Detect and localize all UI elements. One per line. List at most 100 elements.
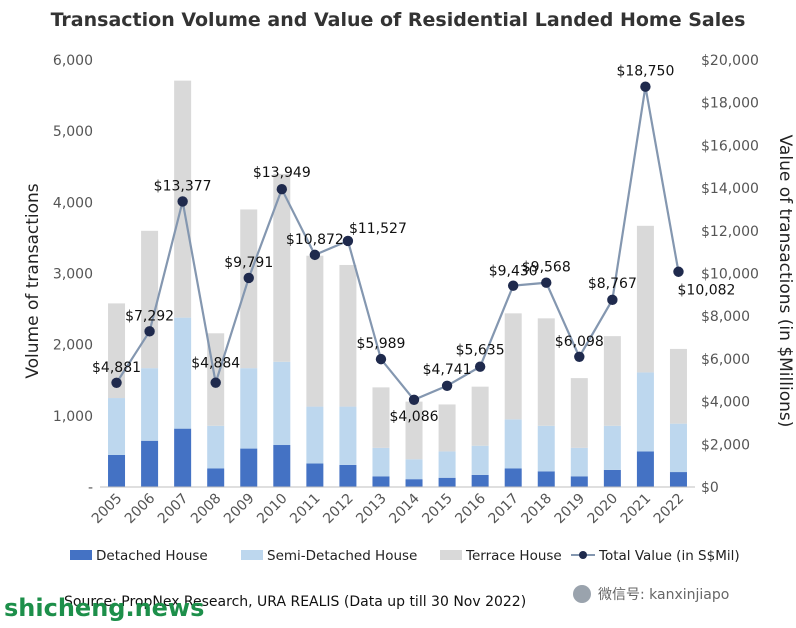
total-value-label: $7,292 (125, 308, 174, 324)
right-tick-label: $0 (701, 480, 719, 496)
wechat-icon (573, 585, 591, 603)
bar-terrace-house2010 (273, 173, 291, 362)
bar-terrace-house2022 (669, 348, 687, 424)
x-tick-label: 2014 (386, 490, 423, 527)
bar-semi-detached-house2005 (108, 398, 126, 455)
total-value-line (115, 86, 680, 402)
legend-marker (579, 551, 587, 559)
total-value-label: $6,098 (555, 334, 604, 350)
bar-detached-house2012 (339, 464, 357, 487)
x-tick-label: 2017 (486, 491, 523, 528)
total-value-point (276, 183, 288, 195)
x-tick-label: 2012 (320, 491, 357, 528)
right-tick-label: $10,000 (701, 267, 759, 283)
right-tick-label: $12,000 (701, 224, 759, 240)
bar-terrace-house2013 (372, 387, 390, 448)
bar-detached-house2008 (207, 468, 225, 487)
total-value-label: $4,086 (390, 409, 439, 425)
right-tick-label: $6,000 (701, 352, 750, 368)
total-value-point (177, 196, 188, 207)
bar-semi-detached-house2008 (207, 425, 225, 469)
bar-terrace-house2009 (240, 209, 258, 369)
total-value-point (474, 361, 486, 372)
bar-terrace-house2018 (537, 318, 555, 426)
total-value-point (144, 326, 155, 337)
bar-detached-house2016 (471, 474, 489, 487)
total-value-point (342, 235, 354, 247)
bar-detached-house2006 (141, 440, 159, 487)
watermark-site-text: shicheng.news (4, 594, 204, 622)
bar-detached-house2013 (372, 476, 390, 487)
x-tick-label: 2019 (552, 491, 589, 528)
total-value-line-group: $4,881 $7,292 $13,377 $4,884 $9,791 $13,949 $1… (92, 64, 735, 425)
total-value-label: $5,635 (456, 343, 505, 359)
total-value-point (210, 377, 221, 388)
bar-semi-detached-house2020 (603, 425, 621, 470)
bar-detached-house2020 (603, 469, 621, 487)
left-tick-label: 4,000 (53, 195, 93, 211)
bar-semi-detached-house2022 (669, 423, 687, 473)
total-value-label: $13,949 (253, 165, 311, 181)
right-axis-label: Value of transactions (in $Millions) (775, 135, 795, 428)
total-value-label: $10,872 (286, 232, 344, 248)
total-value-label: $18,750 (616, 64, 674, 80)
x-tick-label: 2008 (188, 491, 225, 528)
bar-detached-house2022 (669, 472, 687, 487)
x-tick-label: 2021 (618, 491, 655, 528)
total-value-point (309, 249, 321, 261)
bar-detached-house2011 (306, 463, 324, 487)
bar-terrace-house2006 (141, 230, 159, 369)
total-value-point (441, 380, 453, 391)
total-value-label: $4,741 (423, 362, 472, 378)
x-tick-label: 2006 (122, 490, 159, 527)
bar-terrace-house2011 (306, 255, 324, 407)
total-value-label: $4,881 (92, 360, 141, 376)
total-value-label: $9,430 (489, 264, 538, 280)
total-value-label: $9,791 (224, 255, 273, 271)
bar-semi-detached-house2011 (306, 406, 324, 464)
bar-terrace-house2012 (339, 264, 357, 407)
bar-semi-detached-house2018 (537, 425, 555, 472)
right-tick-label: $20,000 (701, 53, 759, 69)
source-note: Source: PropNex Research, URA REALIS (Da… (64, 594, 526, 610)
total-value-point (607, 294, 618, 306)
bar-semi-detached-house2010 (273, 361, 291, 446)
bar-semi-detached-house2016 (471, 445, 489, 475)
total-value-label: $13,377 (154, 178, 212, 194)
right-tick-label: $14,000 (701, 181, 759, 197)
legend-swatch (70, 550, 92, 560)
total-value-point (507, 280, 519, 291)
total-value-point (574, 351, 585, 363)
bar-detached-house2005 (108, 454, 126, 487)
bar-detached-house2014 (405, 479, 423, 487)
x-tick-label: 2007 (155, 491, 192, 528)
bar-semi-detached-house2009 (240, 368, 258, 449)
x-tick-label: 2016 (452, 490, 489, 527)
left-axis: - 1,000 2,000 3,000 4,000 5,000 6,000 (53, 53, 93, 496)
chart-title: Transaction Volume and Value of Resident… (51, 9, 746, 31)
total-value-point (673, 266, 684, 277)
bar-semi-detached-house2014 (405, 459, 423, 480)
watermark-wechat: 微信号: kanxinjiapo (573, 585, 729, 603)
watermark-wechat-text: 微信号: kanxinjiapo (598, 587, 729, 603)
legend-label: Semi-Detached House (267, 548, 417, 564)
left-tick-label: 6,000 (53, 53, 93, 69)
right-tick-label: $4,000 (701, 395, 750, 411)
x-tick-label: 2009 (221, 491, 258, 528)
bar-semi-detached-house2006 (141, 368, 159, 441)
left-tick-label: 3,000 (53, 267, 93, 283)
x-axis: 2005200620072008200920102011201220132014… (89, 490, 687, 527)
left-tick-label: 2,000 (53, 338, 93, 354)
total-value-point (408, 394, 420, 405)
total-value-label: $10,082 (678, 283, 736, 299)
bar-terrace-house2019 (570, 378, 588, 448)
total-value-point (243, 272, 254, 284)
total-value-point (640, 81, 651, 92)
bar-detached-house2018 (537, 471, 555, 487)
total-value-label: $8,767 (588, 276, 637, 292)
x-tick-label: 2010 (254, 491, 291, 528)
x-tick-label: 2015 (419, 491, 456, 528)
legend-label: Total Value (in S$Mil) (598, 548, 740, 564)
right-tick-label: $2,000 (701, 437, 750, 453)
right-axis: $0 $2,000 $4,000 $6,000 $8,000 $10,000 $12,000… (701, 53, 759, 496)
